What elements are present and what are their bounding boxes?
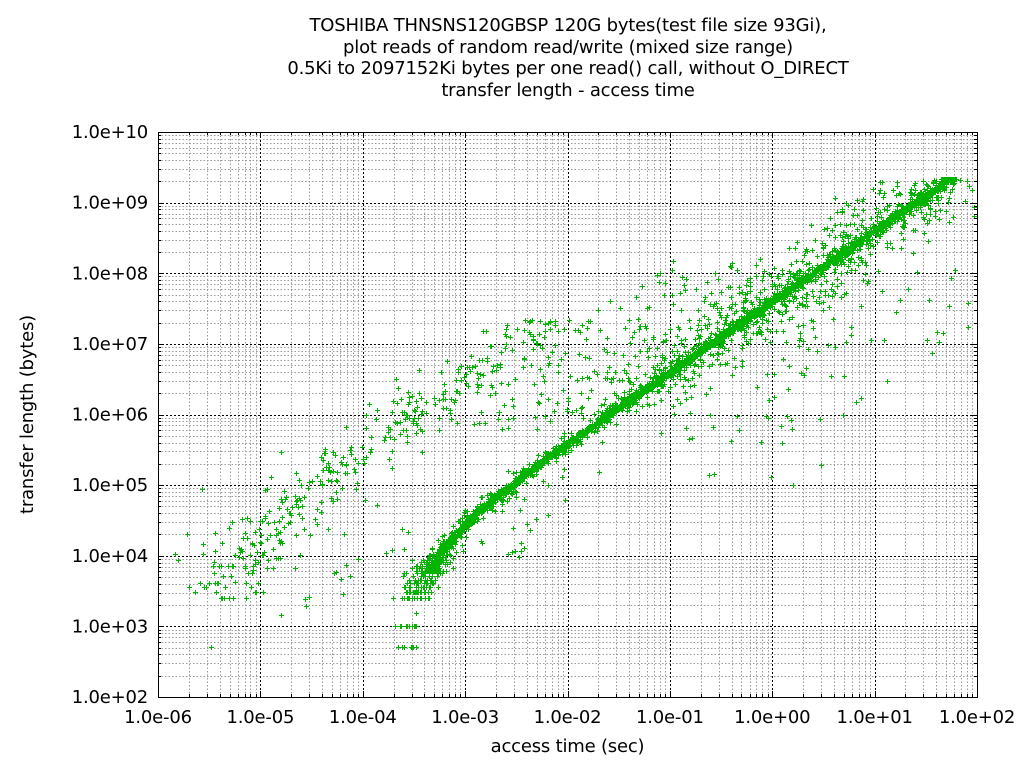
major-grid — [158, 132, 977, 697]
chart-title: TOSHIBA THNSNS120GBSP 120G bytes(test fi… — [128, 15, 1008, 101]
x-tick-label: 1.0e+01 — [836, 707, 912, 728]
x-tick-label: 1.0e+02 — [939, 707, 1015, 728]
y-tick-label: 1.0e+08 — [72, 263, 148, 284]
tick-labels: 1.0e-061.0e+021.0e-051.0e+031.0e-041.0e+… — [72, 122, 1016, 728]
minor-grid — [158, 132, 977, 697]
y-tick-label: 1.0e+07 — [72, 334, 148, 355]
y-tick-label: 1.0e+06 — [72, 405, 148, 426]
y-tick-label: 1.0e+03 — [72, 616, 148, 637]
x-tick-label: 1.0e-02 — [534, 707, 602, 728]
y-tick-label: 1.0e+09 — [72, 193, 148, 214]
scatter-points-plus-markers — [173, 177, 977, 650]
chart-title-line-1: TOSHIBA THNSNS120GBSP 120G bytes(test fi… — [309, 15, 827, 36]
x-tick-label: 1.0e+00 — [734, 707, 810, 728]
x-tick-label: 1.0e-01 — [636, 707, 704, 728]
x-tick-label: 1.0e-04 — [329, 707, 397, 728]
data-points — [173, 177, 977, 650]
y-tick-label: 1.0e+04 — [72, 546, 148, 567]
chart-title-line-2: plot reads of random read/write (mixed s… — [343, 36, 793, 58]
y-tick-label: 1.0e+10 — [72, 122, 148, 143]
x-tick-label: 1.0e-03 — [431, 707, 499, 728]
chart-title-line-4: transfer length - access time — [441, 79, 695, 101]
x-axis-title: access time (sec) — [490, 736, 645, 757]
x-tick-label: 1.0e-06 — [124, 707, 192, 728]
chart-title-line-3: 0.5Ki to 2097152Ki bytes per one read() … — [287, 58, 849, 79]
axis-frame-and-ticks — [158, 132, 978, 698]
plot-border — [158, 132, 978, 698]
x-tick-label: 1.0e-05 — [227, 707, 295, 728]
y-tick-label: 1.0e+05 — [72, 475, 148, 496]
y-tick-label: 1.0e+02 — [72, 687, 148, 708]
